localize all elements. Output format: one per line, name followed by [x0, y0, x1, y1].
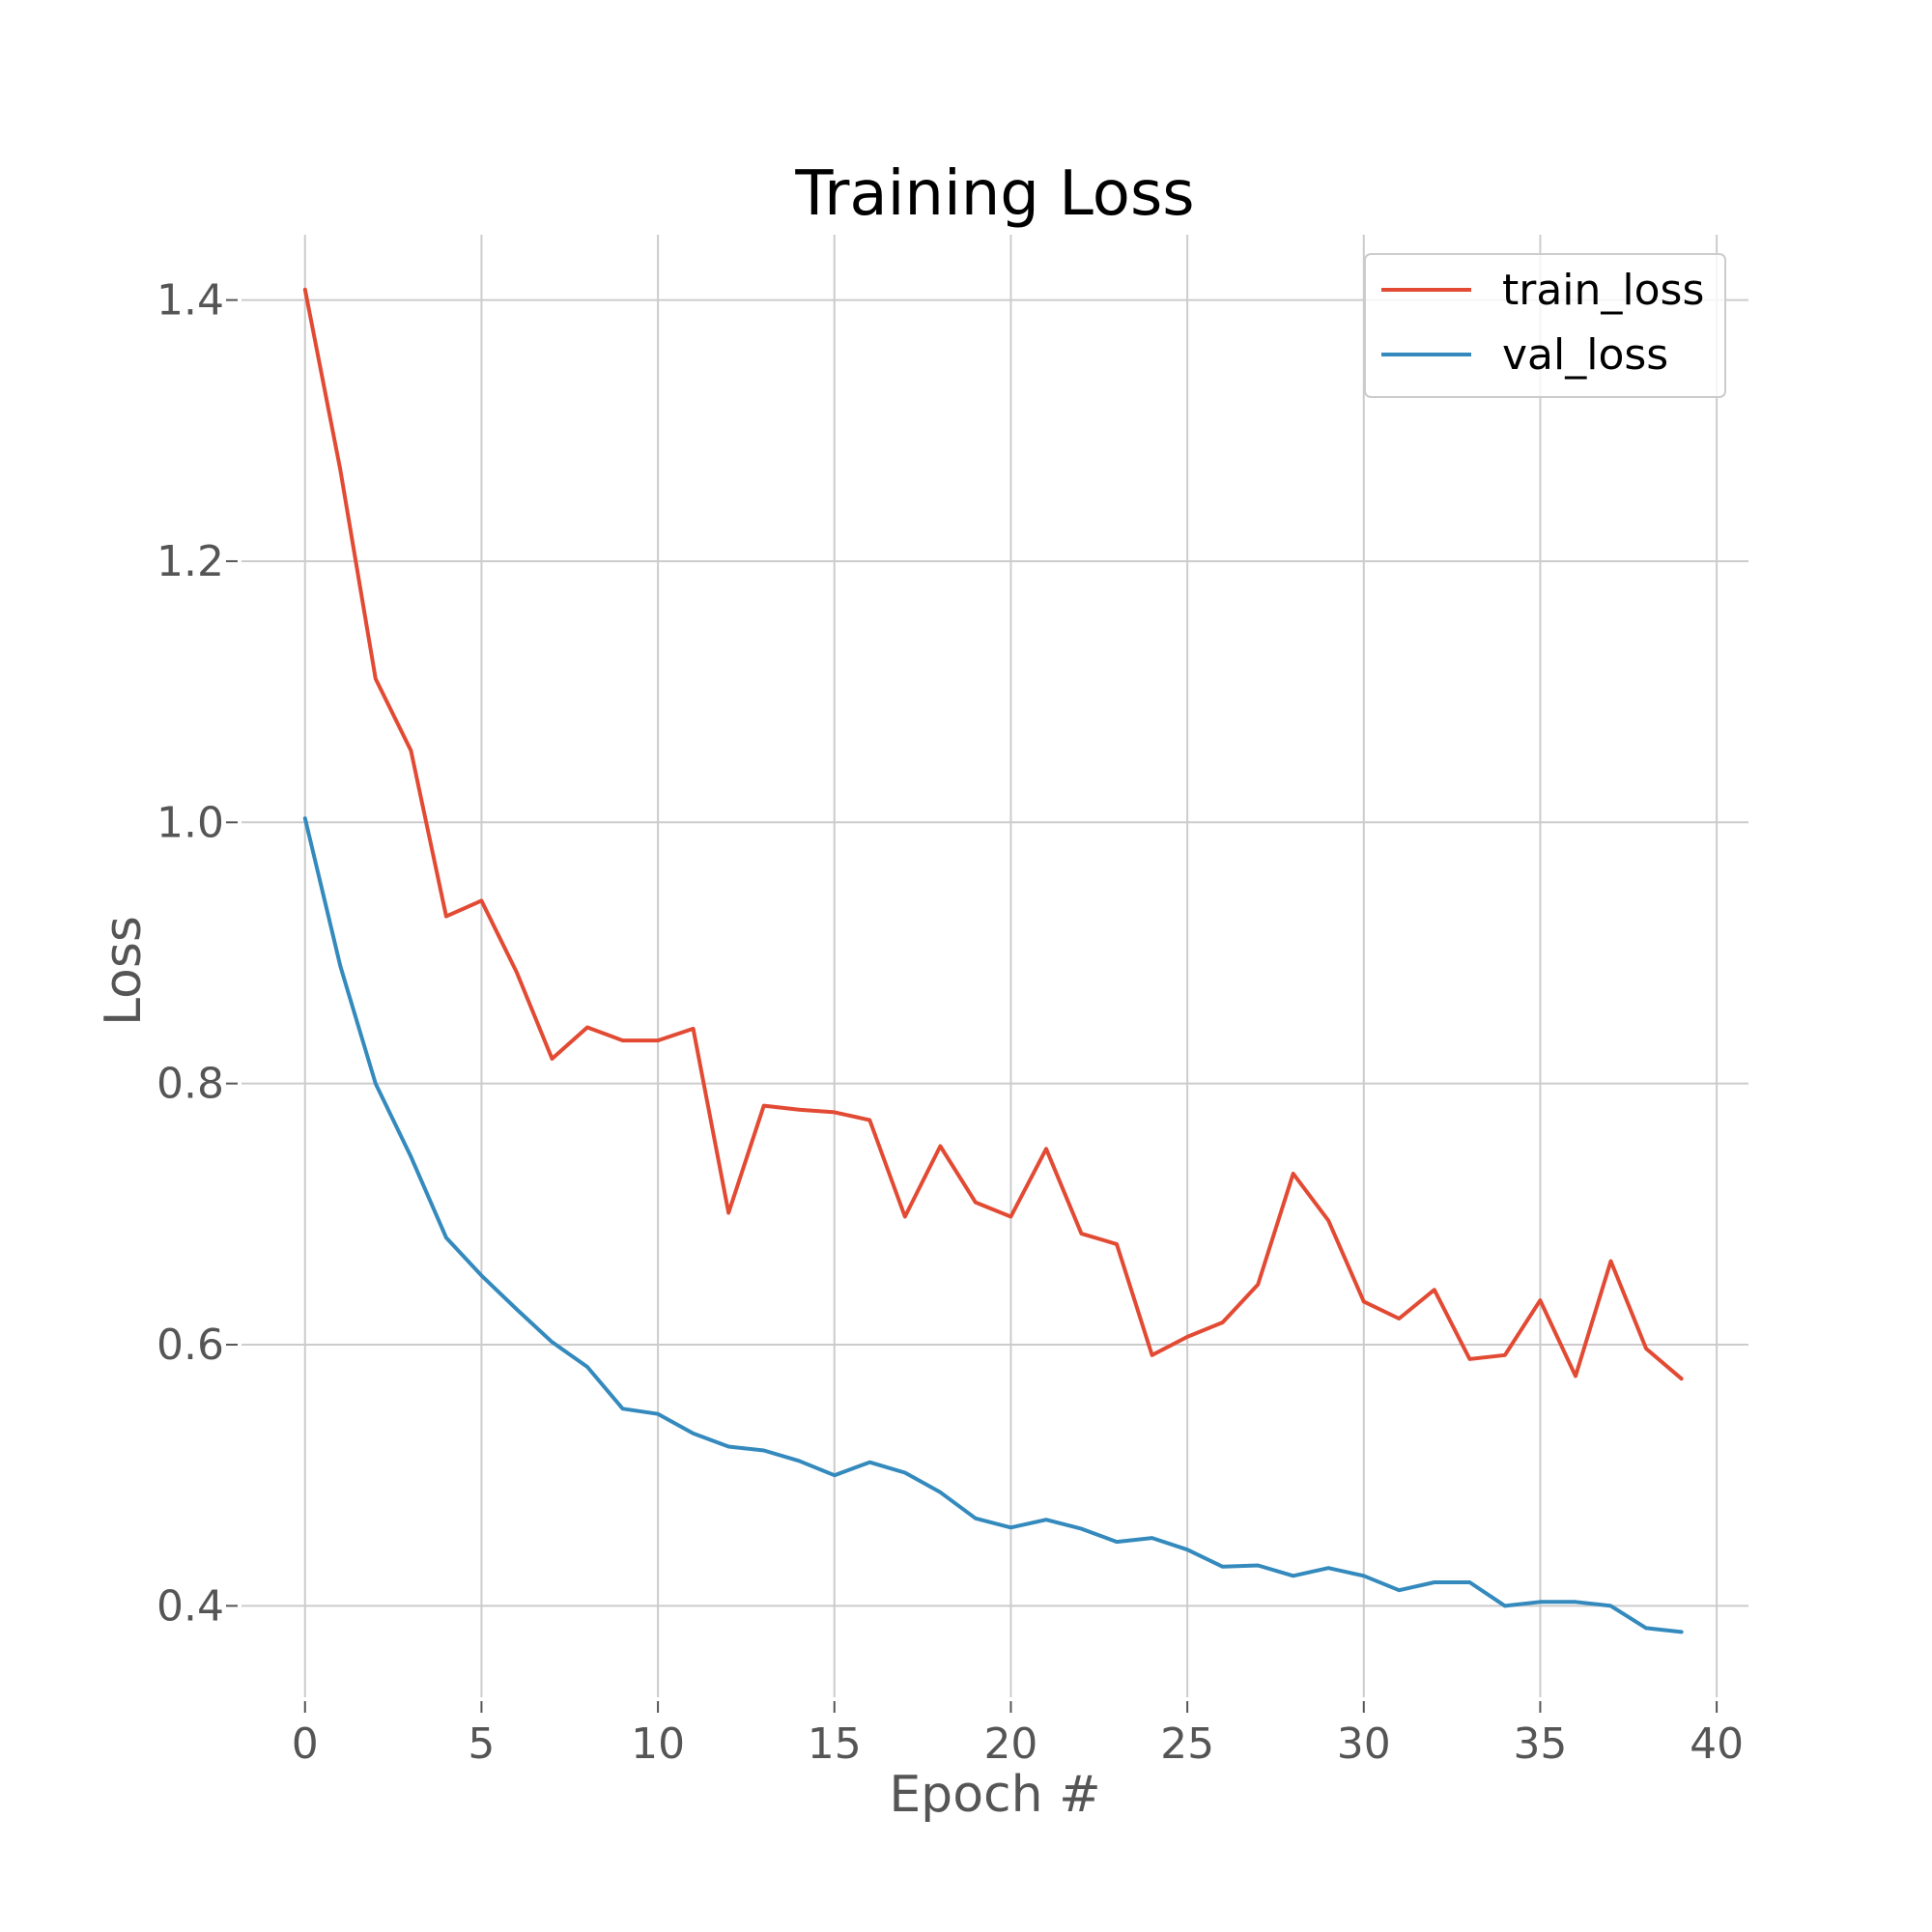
- x-tick-label: 20: [983, 1719, 1037, 1769]
- series-line-train-loss: [302, 287, 1684, 1381]
- series-line-val-loss: [302, 816, 1684, 1634]
- x-tick-label: 10: [631, 1719, 685, 1769]
- series-layer: [302, 287, 1684, 1634]
- tick-layer: 0 5 10 15 20 25 30 35 40 0.4 0.6 0.8 1.0 1.2 1.4: [156, 276, 1744, 1769]
- y-axis-label: Loss: [95, 916, 153, 1026]
- chart-title: Training Loss: [794, 158, 1194, 230]
- y-tick-label: 1.0: [156, 798, 224, 847]
- y-tick-label: 0.4: [156, 1581, 224, 1631]
- x-tick-label: 5: [468, 1719, 495, 1769]
- grid-layer: [242, 235, 1748, 1697]
- x-axis-label: Epoch #: [889, 1766, 1100, 1824]
- legend: train_loss val_loss: [1364, 253, 1726, 398]
- x-tick-label: 15: [808, 1719, 862, 1769]
- y-tick-label: 1.2: [156, 537, 224, 586]
- y-tick-label: 0.6: [156, 1321, 224, 1370]
- x-tick-label: 25: [1160, 1719, 1214, 1769]
- legend-label-train-loss: train_loss: [1502, 266, 1704, 315]
- x-tick-label: 35: [1513, 1719, 1567, 1769]
- y-tick-label: 1.4: [156, 276, 224, 326]
- legend-label-val-loss: val_loss: [1502, 330, 1668, 380]
- x-tick-label: 0: [292, 1719, 319, 1769]
- x-tick-label: 40: [1690, 1719, 1744, 1769]
- x-tick-label: 30: [1337, 1719, 1391, 1769]
- y-tick-label: 0.8: [156, 1060, 224, 1109]
